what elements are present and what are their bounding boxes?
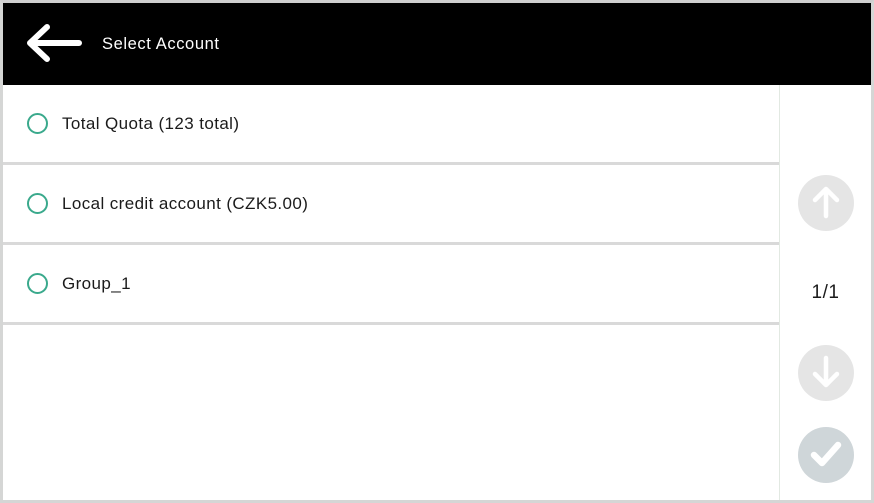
page-down-button[interactable]	[797, 345, 854, 401]
content: Total Quota (123 total) Local credit acc…	[3, 85, 871, 500]
account-row-local-credit[interactable]: Local credit account (CZK5.00)	[3, 165, 779, 245]
account-label: Group_1	[62, 273, 131, 293]
checkmark-icon	[810, 441, 842, 470]
page-title: Select Account	[102, 34, 220, 53]
account-label: Local credit account (CZK5.00)	[62, 193, 309, 213]
account-row-total-quota[interactable]: Total Quota (123 total)	[3, 85, 779, 165]
radio-button-icon[interactable]	[27, 273, 48, 294]
radio-button-icon[interactable]	[27, 113, 48, 134]
arrow-down-icon	[810, 354, 842, 393]
page-indicator: 1/1	[811, 282, 840, 303]
arrow-left-icon	[24, 23, 82, 66]
account-row-group-1[interactable]: Group_1	[3, 245, 779, 325]
confirm-button[interactable]	[797, 427, 854, 483]
account-label: Total Quota (123 total)	[62, 113, 240, 133]
account-list: Total Quota (123 total) Local credit acc…	[3, 85, 779, 500]
arrow-up-icon	[810, 184, 842, 223]
back-button[interactable]	[3, 3, 82, 85]
radio-button-icon[interactable]	[27, 193, 48, 214]
pager-sidebar: 1/1	[779, 85, 871, 500]
header: Select Account	[3, 3, 871, 85]
page-up-button[interactable]	[797, 175, 854, 231]
